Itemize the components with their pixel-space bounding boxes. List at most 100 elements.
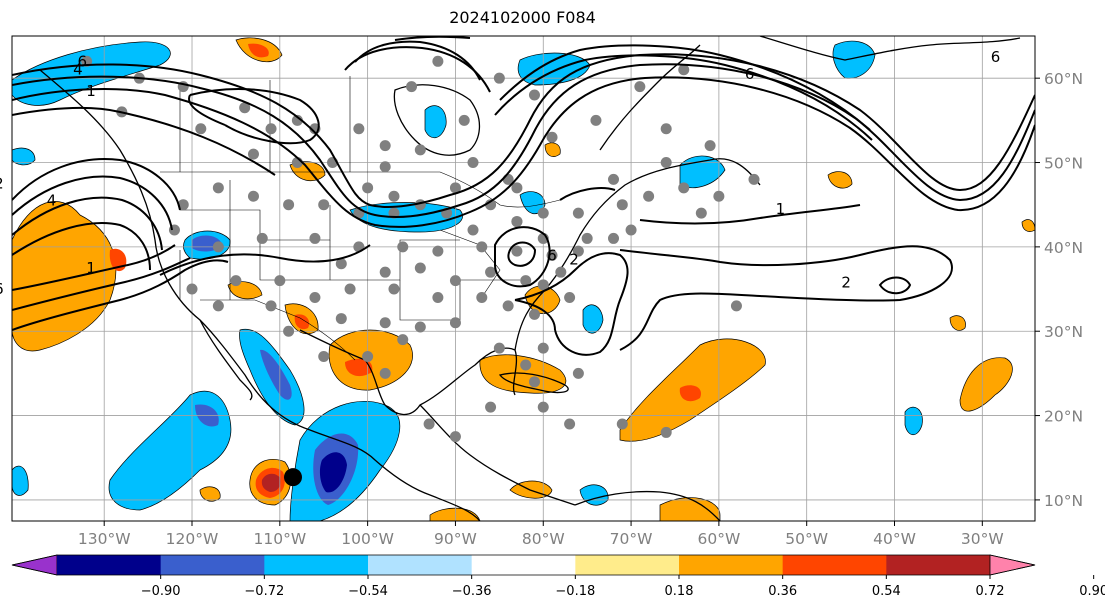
station-dot [695, 207, 707, 219]
colorbar-segment [264, 555, 369, 575]
colorbar-tick-label: −0.72 [244, 584, 284, 599]
positive-anomaly-region [1021, 219, 1035, 232]
contour-line [344, 46, 491, 93]
lat-tick-label: 10°N [1044, 492, 1083, 510]
positive-anomaly-region [294, 314, 310, 330]
station-dot [476, 241, 488, 253]
station-dot [608, 173, 620, 185]
positive-anomaly-region [345, 358, 373, 377]
lon-tick-label: 110°W [253, 530, 306, 548]
station-dot [528, 376, 540, 388]
border-us-canada [160, 171, 561, 208]
station-dot [397, 241, 409, 253]
negative-anomaly-region [12, 465, 29, 496]
colorbar-extend-high [989, 554, 1036, 576]
colorbar-tick-label: −0.54 [348, 584, 388, 599]
lon-tick-label: 60°W [697, 530, 740, 548]
station-dot [265, 300, 277, 312]
station-dot [212, 241, 224, 253]
station-dot [239, 102, 251, 114]
station-dot [212, 300, 224, 312]
lat-lon-grid [12, 36, 1035, 521]
contour-line [189, 88, 320, 145]
station-dot [476, 291, 488, 303]
station-dot [318, 351, 330, 363]
contour-label: 2 [0, 175, 4, 193]
station-dot [177, 199, 189, 211]
colorbar-tick-label: 0.36 [768, 584, 797, 599]
colorbar-tick-label: −0.18 [555, 584, 595, 599]
station-dot [590, 114, 602, 126]
lon-tick-label: 80°W [522, 530, 565, 548]
station-dot [423, 418, 435, 430]
colorbar-segment [160, 555, 265, 575]
positive-anomaly-region [248, 43, 269, 58]
colorbar-tick-label: −0.90 [141, 584, 181, 599]
station-dot [493, 72, 505, 84]
station-dot [643, 190, 655, 202]
contour-line [12, 257, 191, 311]
coastline-hudson-bay [393, 84, 481, 156]
contour-label: 6 [991, 48, 1001, 66]
station-dot [344, 283, 356, 295]
contour-line [514, 299, 556, 331]
coastline-east-us [514, 158, 761, 351]
station-dot [186, 283, 198, 295]
station-dot [546, 131, 558, 143]
contour-line [159, 244, 371, 276]
lon-tick-label: 70°W [610, 530, 653, 548]
station-dot [309, 232, 321, 244]
positive-anomaly-region [544, 142, 561, 157]
lat-tick-label: 50°N [1044, 155, 1083, 173]
colorbar-segment [679, 555, 784, 575]
station-dot [414, 262, 426, 274]
station-dot [432, 291, 444, 303]
contour-line [514, 252, 629, 356]
lon-tick-label: 130°W [78, 530, 131, 548]
contour-label: 6 [0, 280, 4, 298]
station-dot [283, 199, 295, 211]
contour-label: 4 [47, 191, 57, 209]
station-dot [502, 300, 514, 312]
station-dot [449, 275, 461, 287]
station-dot [449, 317, 461, 329]
colorbar-tick-label: −0.36 [452, 584, 492, 599]
contour-line [12, 53, 1035, 208]
coastline-cuba [498, 372, 569, 394]
station-dot [625, 224, 637, 236]
contour-label: 2 [569, 251, 579, 269]
station-dot [660, 123, 672, 135]
station-dot [449, 431, 461, 443]
station-dot [564, 418, 576, 430]
station-dot [511, 245, 523, 257]
positive-anomaly-region [949, 315, 966, 331]
storm-center-marker [283, 468, 302, 487]
contour-label: 2 [841, 273, 851, 291]
station-dot [335, 258, 347, 270]
contour-label: 6 [77, 52, 87, 70]
station-dot [432, 245, 444, 257]
station-dot [406, 81, 418, 93]
lon-tick-label: 120°W [166, 530, 219, 548]
negative-anomaly-region [424, 105, 447, 138]
coastline-baja [199, 319, 253, 401]
colorbar-segment [368, 555, 473, 575]
station-dot [379, 161, 391, 173]
contour-line [559, 187, 616, 201]
station-dot [581, 232, 593, 244]
station-dot [616, 199, 628, 211]
station-dot [608, 232, 620, 244]
contour-line [499, 44, 871, 131]
station-dot [379, 266, 391, 278]
station-dot [678, 64, 690, 76]
station-dot [230, 275, 242, 287]
station-dot [713, 190, 725, 202]
station-dot [274, 275, 286, 287]
station-dot [265, 123, 277, 135]
station-dot [467, 224, 479, 236]
colorbar-segment [782, 555, 887, 575]
lat-tick-label: 30°N [1044, 323, 1083, 341]
lat-tick-label: 60°N [1044, 70, 1083, 88]
